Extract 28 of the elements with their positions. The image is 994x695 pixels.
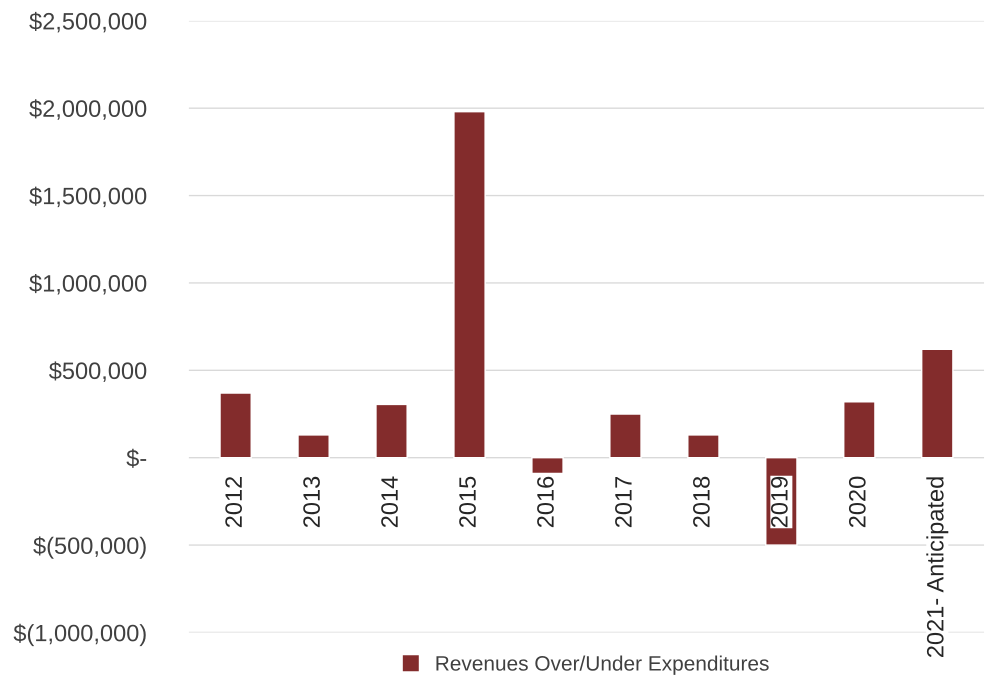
bar [687,434,720,458]
y-tick-label: $1,500,000 [29,186,146,208]
x-tick-label: 2015 [459,476,476,528]
y-tick-label: $(500,000) [33,536,146,559]
x-tick-label: 2021- Anticipated [926,477,948,658]
bar [531,457,564,474]
x-tick-label: 2019 [770,476,788,528]
x-tick-label: 2013 [303,476,320,528]
x-tick-label: 2017 [615,476,632,528]
y-tick-label: $1,000,000 [29,274,146,295]
bar [920,348,954,458]
y-tick-label: $2,500,000 [29,12,146,32]
x-tick-label: 2020 [848,476,866,528]
x-tick-label: 2016 [537,476,554,528]
y-tick-label: $2,000,000 [29,99,146,120]
bar [219,392,252,458]
y-tick-label: $- [126,448,146,468]
bar [843,401,876,458]
x-tick-label: 2014 [381,476,398,528]
bar [375,404,408,458]
y-tick-label: $500,000 [48,361,146,382]
y-tick-label: $(1,000,000) [14,624,146,646]
x-tick-label: 2018 [693,476,710,528]
legend-label: Revenues Over/Under Expenditures [436,655,769,675]
bar [453,111,486,458]
bar [609,413,642,458]
bar [297,434,330,458]
x-tick-label: 2012 [225,476,242,528]
